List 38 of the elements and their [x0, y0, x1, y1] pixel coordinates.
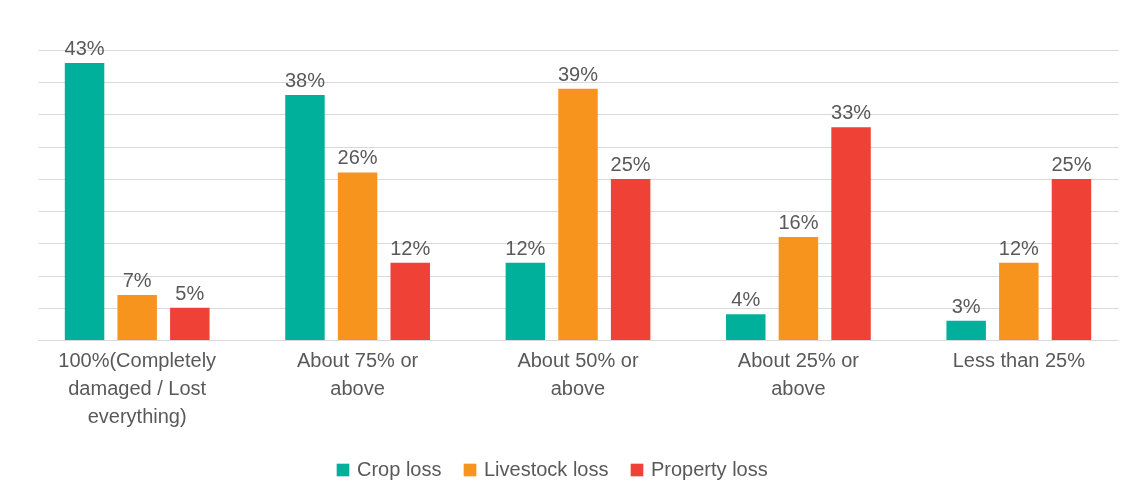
bar: [831, 127, 871, 340]
data-label: 39%: [557, 62, 599, 85]
bar: [337, 172, 378, 340]
bar: [610, 178, 651, 340]
legend-label: Property loss: [651, 458, 768, 480]
bar: [1051, 178, 1092, 340]
data-label: 33%: [831, 101, 872, 124]
legend-label: Livestock loss: [484, 458, 609, 480]
data-label: 25%: [1051, 152, 1092, 175]
data-label: 3%: [951, 294, 981, 317]
data-label: 38%: [284, 69, 326, 92]
data-label: 12%: [998, 236, 1040, 259]
x-tick-label: About 50% or above: [517, 348, 639, 399]
data-label: 12%: [390, 236, 431, 259]
data-label: 16%: [778, 210, 819, 233]
bar: [726, 314, 766, 340]
data-label: 25%: [610, 152, 651, 175]
x-tick-label: About 75% or above: [296, 348, 419, 399]
bar: [999, 262, 1039, 340]
x-tick-label: About 25% or above: [737, 348, 860, 399]
bar: [285, 95, 325, 340]
bar: [558, 88, 598, 340]
legend-label: Crop loss: [357, 458, 442, 480]
data-label: 5%: [175, 281, 205, 304]
bar: [946, 320, 986, 340]
x-tick-label: Less than 25%: [952, 348, 1086, 371]
bar: [390, 262, 430, 340]
x-tick-label: 100%(Completely damaged / Lost everything): [58, 348, 217, 427]
bar: [778, 236, 819, 340]
bar: [64, 62, 105, 340]
bar: [170, 307, 210, 340]
data-label: 43%: [64, 36, 105, 59]
data-label: 12%: [505, 236, 546, 259]
data-label: 7%: [122, 268, 152, 291]
data-label: 26%: [337, 146, 378, 169]
bar: [505, 262, 546, 340]
data-label: 4%: [731, 288, 761, 311]
bar: [117, 294, 157, 340]
